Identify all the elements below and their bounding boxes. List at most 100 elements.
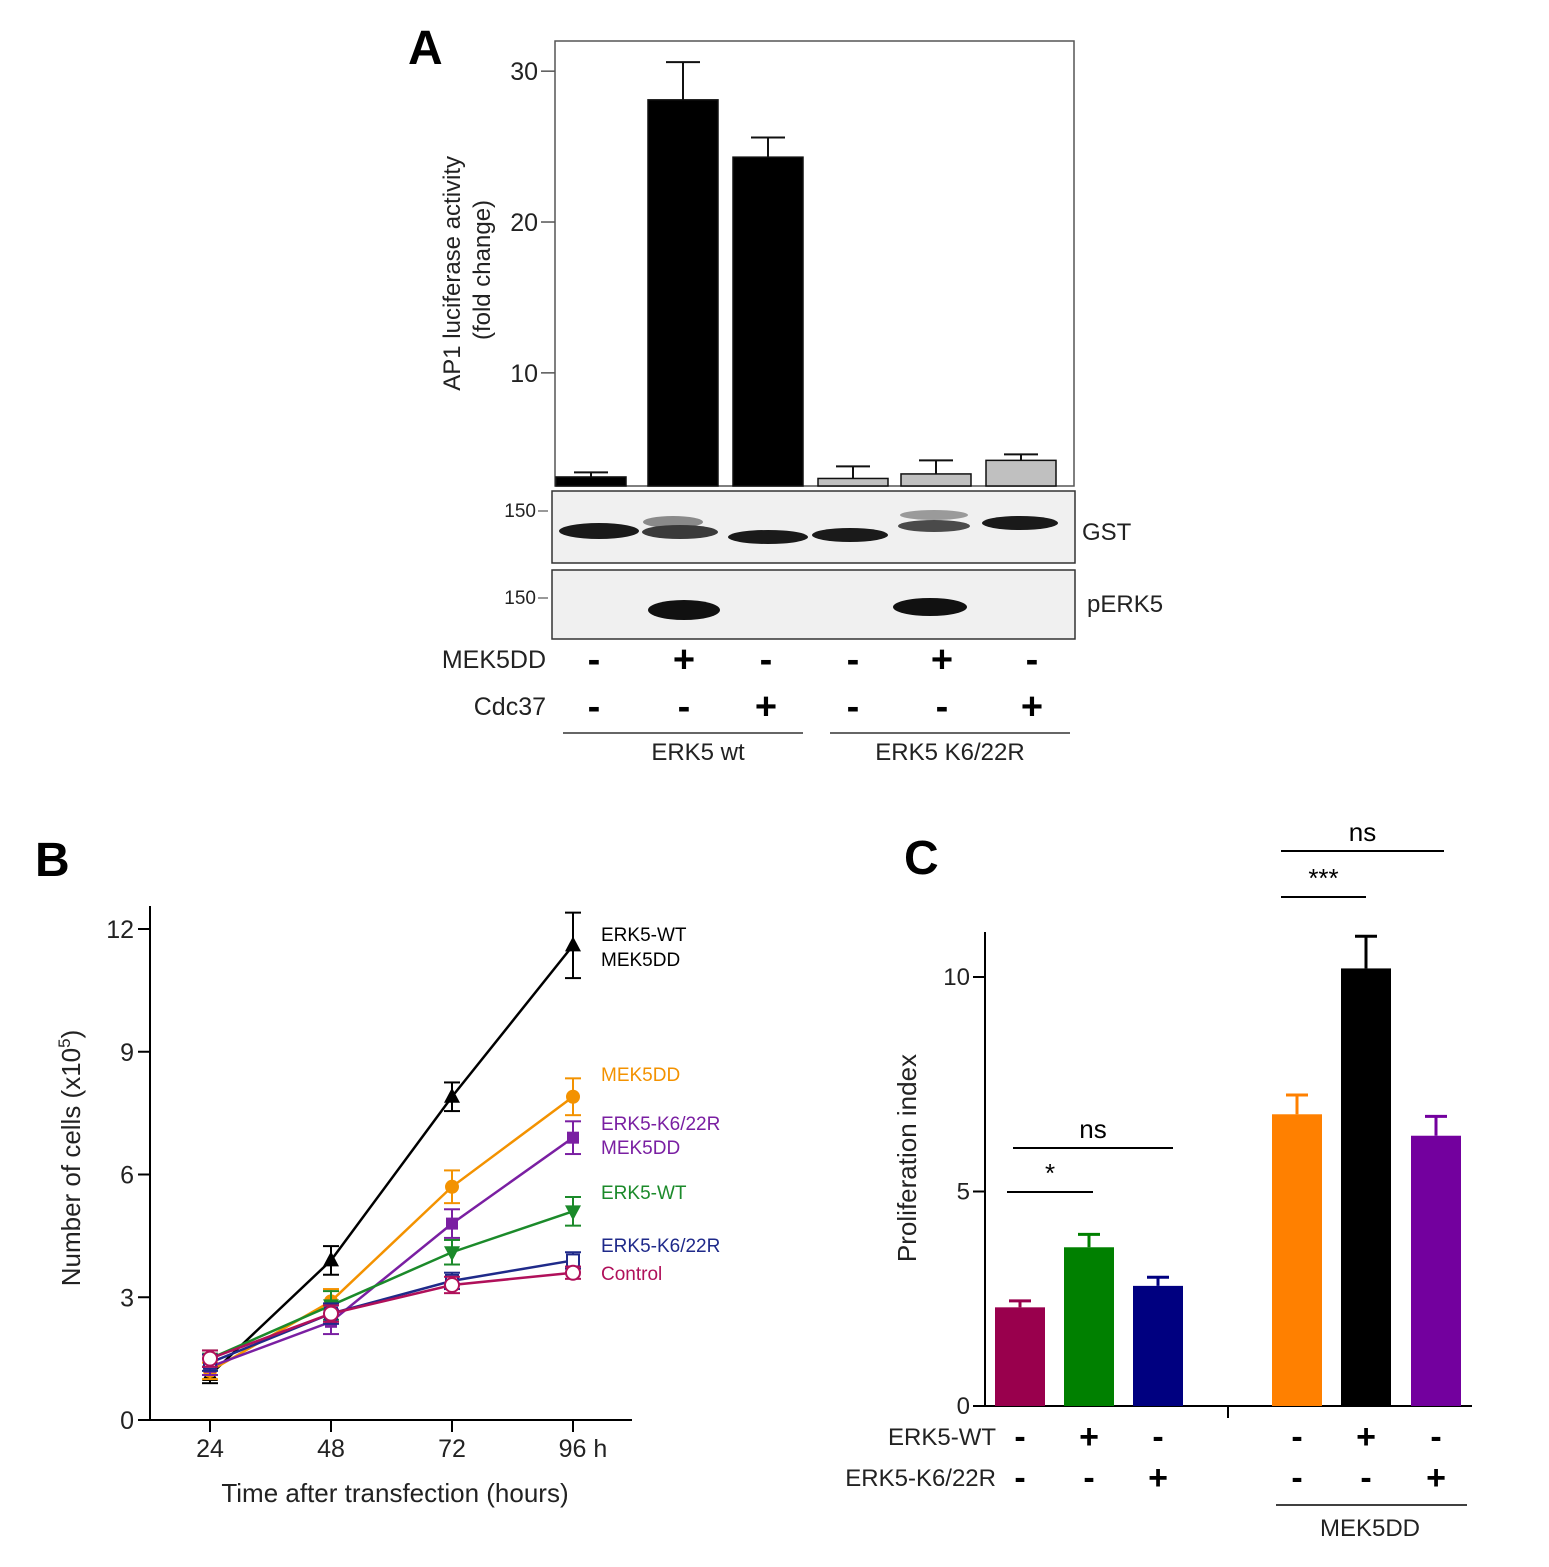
panel-b-point (444, 1087, 460, 1103)
panel-b-x-tick-label: 96 h (559, 1435, 608, 1463)
panel-b-axes: 0 3 6 9 12 24 48 72 96 h (106, 916, 607, 1463)
panel-b-point (202, 1350, 218, 1367)
panel-b-point (444, 1246, 460, 1262)
blot-perk5-panel (551, 569, 1076, 640)
panel-a-condition-sign: + (755, 686, 777, 728)
panel-b-y-axis-label: Number of cells (x105) (55, 1030, 86, 1287)
panel-a-y-tick-label: 20 (510, 209, 538, 237)
panel-b-series-label: ERK5-K6/22R (601, 1236, 720, 1257)
panel-c-condition-sign: - (1430, 1418, 1441, 1456)
panel-b-series-label: Control (601, 1264, 662, 1285)
panel-b-point (565, 1205, 581, 1221)
gst-band-4 (812, 528, 888, 542)
panel-c-bar (1064, 1247, 1114, 1406)
panel-a-conditions: MEK5DD - + - - + - Cdc37 - - + - - + (442, 639, 1043, 728)
panel-b-series-labels: ERK5-WT MEK5DD MEK5DD ERK5-K6/22R MEK5DD ERK5… (601, 925, 720, 1285)
panel-b-series-label: MEK5DD (601, 1138, 680, 1159)
panel-c-label: C (904, 832, 939, 885)
panel-b-point (445, 1179, 459, 1194)
panel-c-bar (995, 1307, 1045, 1406)
panel-c-condition-sign: + (1426, 1459, 1446, 1497)
panel-a-condition-sign: + (673, 639, 695, 681)
panel-b-point (444, 1276, 460, 1293)
panel-c-condition-sign: + (1148, 1459, 1168, 1497)
panel-a-y-tick-label: 10 (510, 360, 538, 388)
panel-b-x-tick-label: 24 (196, 1435, 224, 1463)
blot-gst-label: GST (1082, 519, 1132, 546)
gst-band-2-upper (643, 516, 703, 528)
blot-perk5-label: pERK5 (1087, 591, 1163, 618)
panel-b-series-line (209, 1259, 574, 1364)
panel-b-series-label: MEK5DD (601, 1065, 680, 1086)
gst-band-2 (642, 525, 718, 539)
panel-a-condition-sign: + (1021, 686, 1043, 728)
panel-b-series (202, 911, 581, 1385)
panel-c-condition-sign: - (1291, 1459, 1302, 1497)
panel-c-condition-sign: - (1152, 1418, 1163, 1456)
panel-a-bar (647, 99, 719, 487)
panel-b-y-tick-label: 0 (120, 1407, 134, 1435)
panel-b-series-label: ERK5-K6/22R (601, 1114, 720, 1135)
panel-a-bars (555, 61, 1057, 487)
panel-b-series-line (209, 1210, 574, 1360)
panel-b-y-tick-label: 6 (120, 1162, 134, 1190)
blot-perk5-bands (648, 598, 967, 620)
panel-a-y-tick-label: 30 (510, 58, 538, 86)
group-label-erk5-wt: ERK5 wt (651, 739, 745, 766)
panel-c-condition-label: ERK5-WT (888, 1424, 996, 1451)
panel-b-point (323, 1251, 339, 1267)
panel-b-point (565, 936, 581, 952)
panel-a: A 10 20 30 AP1 luciferase activity (fold c… (408, 22, 1163, 766)
panel-c-condition-sign: + (1356, 1418, 1376, 1456)
panel-c-condition-sign: - (1360, 1459, 1371, 1497)
panel-c-axes: 0 5 10 (943, 964, 985, 1420)
panel-c-condition-sign: - (1291, 1418, 1302, 1456)
panel-b-y-tick-label: 9 (120, 1039, 134, 1067)
panel-a-bar (900, 473, 972, 487)
gst-band-1 (559, 523, 639, 539)
panel-c-y-tick-label: 5 (957, 1179, 970, 1206)
panel-b-series-line (209, 1095, 574, 1372)
panel-b-point (567, 1131, 579, 1144)
panel-a-bar (732, 156, 804, 487)
panel-b-series-label: MEK5DD (601, 950, 680, 971)
gst-band-6 (982, 516, 1058, 530)
panel-b-series-label: ERK5-WT (601, 925, 687, 946)
panel-c-condition-sign: - (1083, 1459, 1094, 1497)
panel-c-condition-sign: - (1014, 1459, 1025, 1497)
perk5-band-2 (648, 600, 720, 620)
gst-band-3 (728, 530, 808, 544)
group-label-erk5-k622r: ERK5 K6/22R (875, 739, 1024, 766)
panel-b-point (566, 1089, 580, 1104)
blot-perk5-marker: 150 (504, 588, 536, 609)
panel-c-significance-label: ns (1079, 1114, 1106, 1144)
panel-c-bar (1411, 1135, 1461, 1406)
gst-band-5 (898, 520, 970, 532)
panel-a-condition-sign: - (588, 686, 601, 728)
panel-a-condition-label: Cdc37 (474, 693, 546, 721)
panel-b-point (566, 1253, 580, 1268)
panel-b-series-line (209, 944, 574, 1376)
panel-b-point (323, 1305, 339, 1322)
panel-a-condition-sign: - (936, 686, 949, 728)
panel-b-y-tick-label: 3 (120, 1284, 134, 1312)
panel-a-bar (817, 477, 889, 487)
panel-a-label: A (408, 22, 443, 75)
panel-b-y-tick-label: 12 (106, 916, 134, 944)
group-label-mek5dd: MEK5DD (1320, 1515, 1420, 1542)
panel-a-condition-sign: - (588, 639, 601, 681)
perk5-band-5 (893, 598, 967, 616)
panel-a-condition-label: MEK5DD (442, 646, 546, 674)
panel-a-bar (555, 476, 627, 487)
blot-gst-marker: 150 (504, 501, 536, 522)
panel-c-y-axis-label: Proliferation index (892, 1054, 922, 1262)
panel-a-condition-sign: + (931, 639, 953, 681)
panel-c-bar (1133, 1285, 1183, 1406)
panel-a-plot-frame (554, 40, 1075, 487)
panel-b-point (446, 1217, 458, 1230)
panel-c-condition-sign: + (1079, 1418, 1099, 1456)
panel-b-series-label: ERK5-WT (601, 1183, 687, 1204)
